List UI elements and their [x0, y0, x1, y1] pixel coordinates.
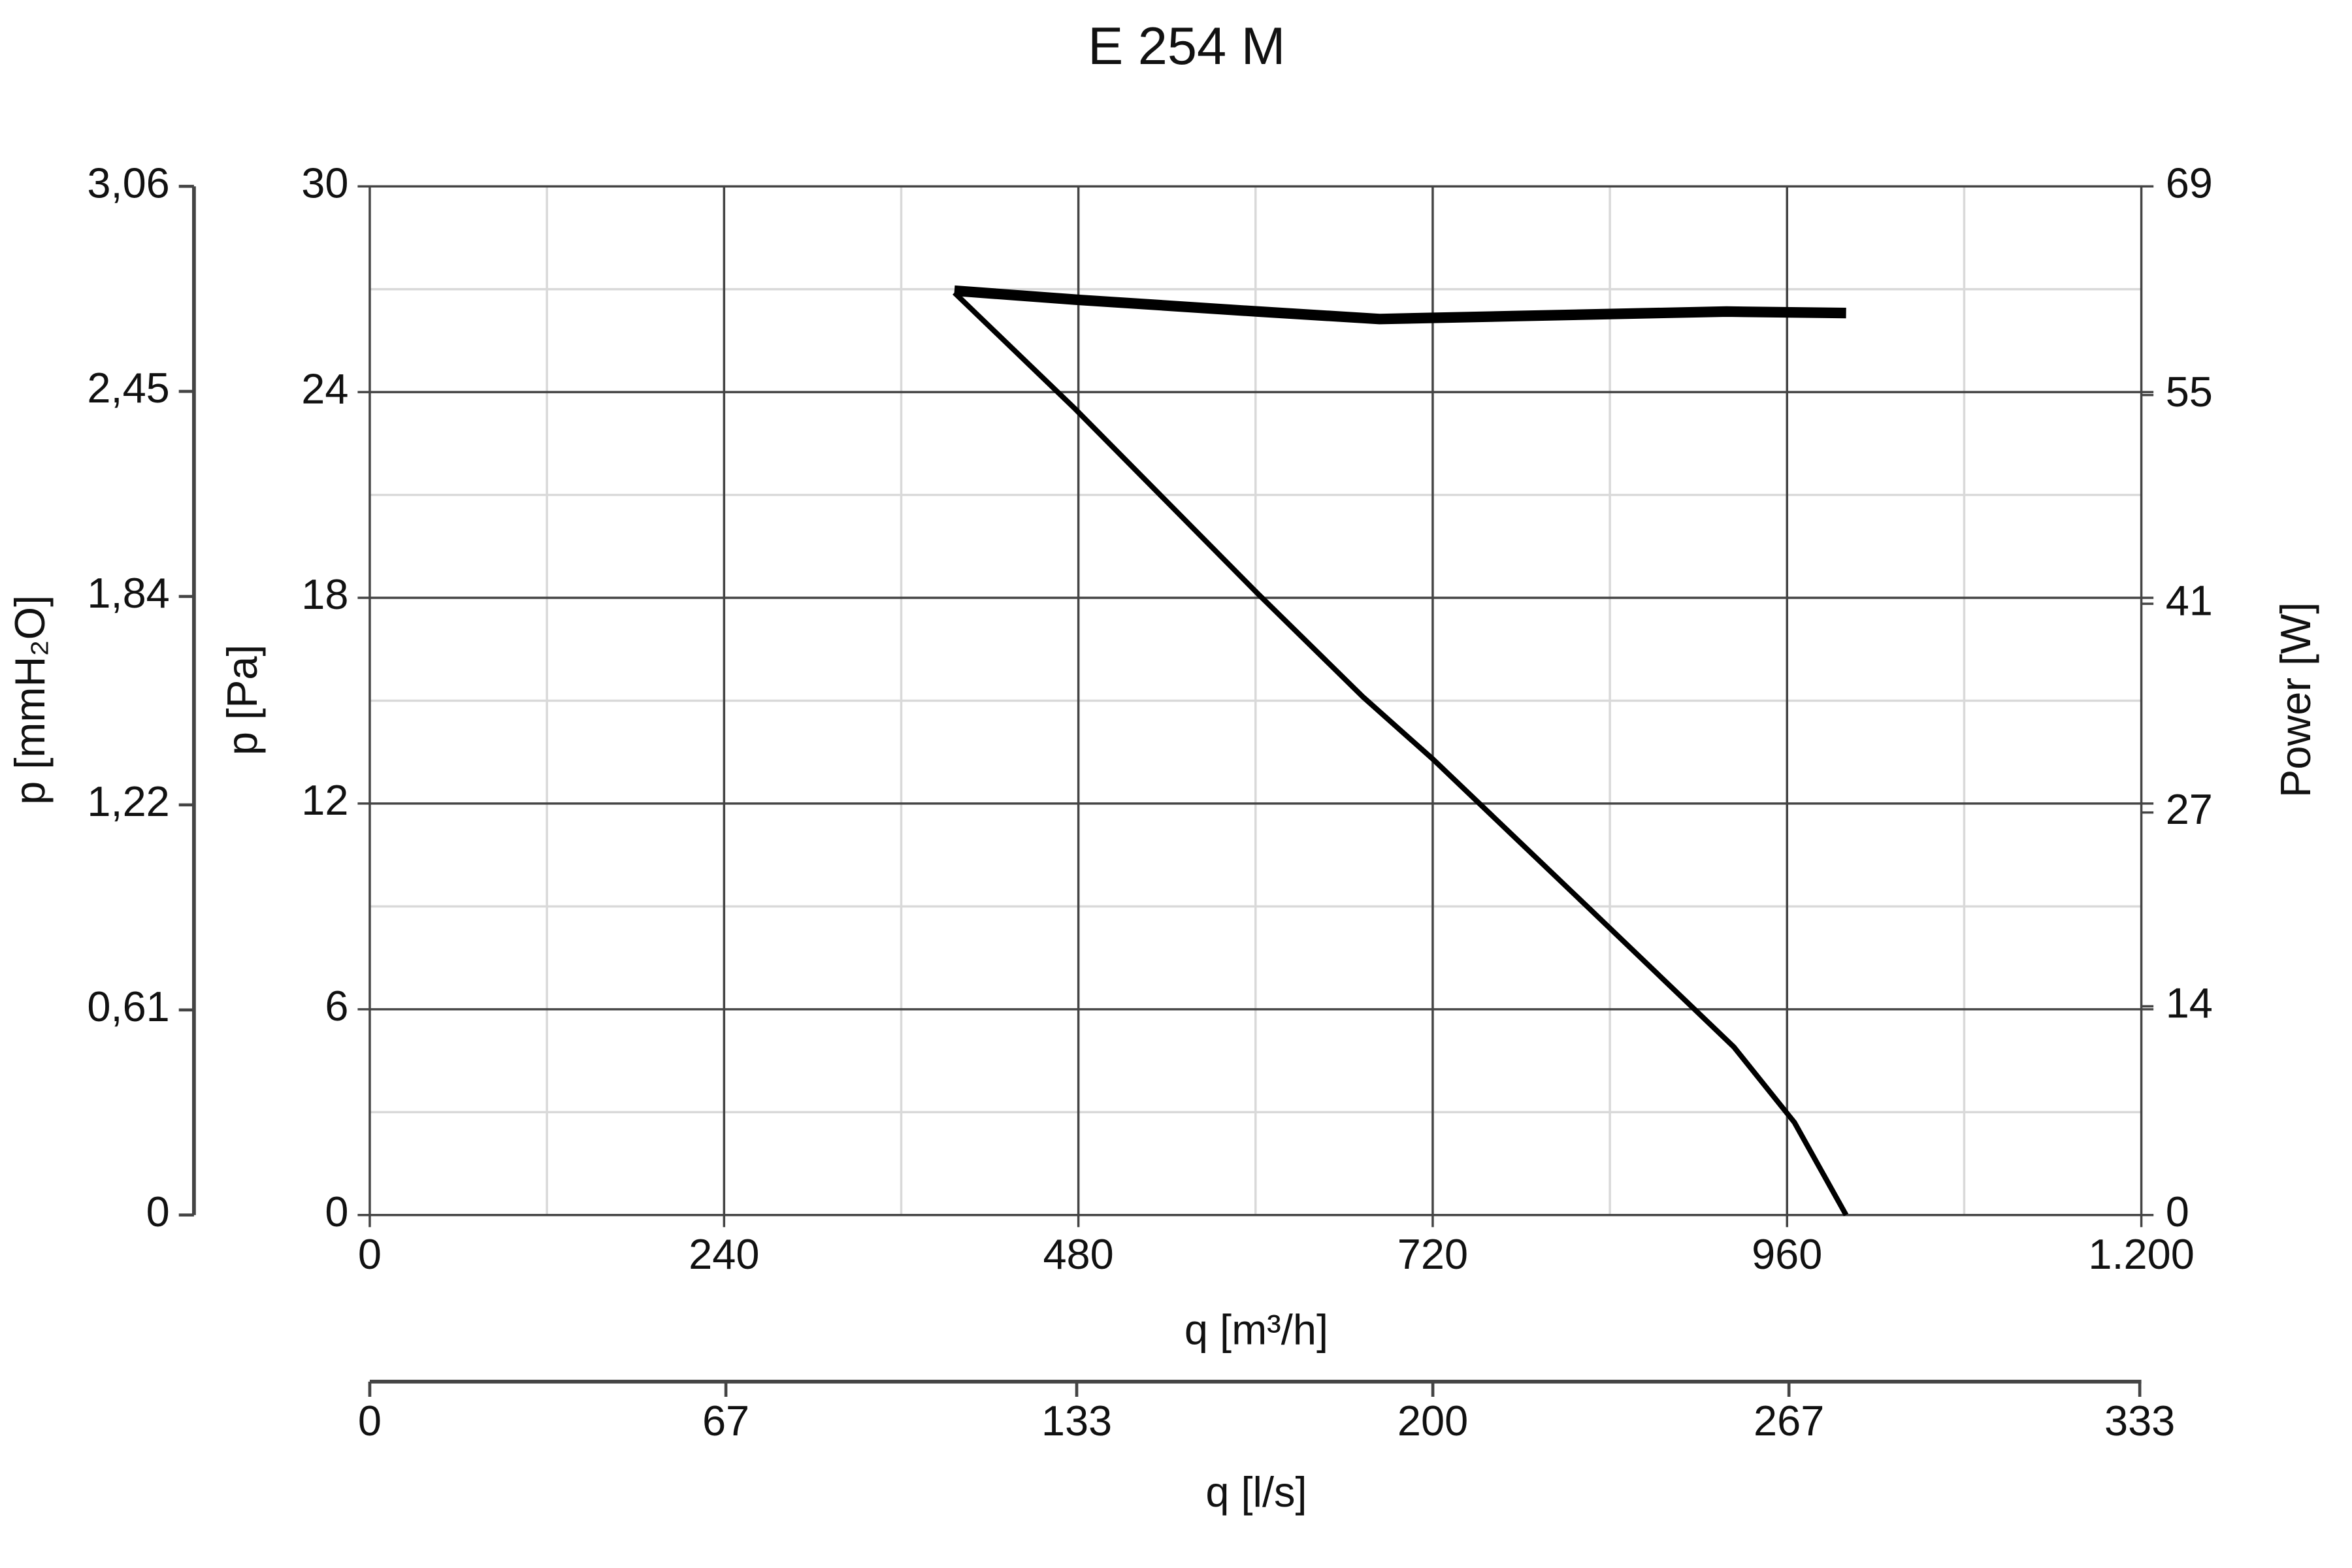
y3-tick-label: 0,61: [87, 983, 169, 1030]
y-tick-label: 6: [325, 982, 348, 1030]
y2-tick-label: 0: [2166, 1188, 2189, 1235]
x2-axis-label: q [l/s]: [1205, 1468, 1307, 1516]
y-axis-label: p [Pa]: [218, 644, 266, 755]
y2-tick-label: 41: [2166, 576, 2213, 624]
data-line: [954, 285, 1846, 325]
x2-tick-label: 0: [358, 1397, 382, 1445]
x-tick-label: 480: [1043, 1230, 1113, 1278]
chart-title: E 254 M: [1088, 17, 1285, 76]
x-tick-label: 1.200: [2088, 1230, 2194, 1278]
y-tick-label: 0: [325, 1188, 348, 1235]
y-tick-label: 12: [301, 776, 348, 824]
y3-tick-label: 1,22: [87, 777, 169, 825]
x2-tick-label: 133: [1041, 1397, 1112, 1445]
y3-tick-label: 1,84: [87, 569, 169, 617]
x2-tick-label: 333: [2104, 1397, 2175, 1445]
y3-tick-label: 2,45: [87, 364, 169, 412]
x-tick-label: 720: [1397, 1230, 1468, 1278]
x2-tick-label: 67: [702, 1397, 749, 1445]
y2-tick-label: 55: [2166, 368, 2213, 416]
y2-tick-label: 69: [2166, 159, 2213, 206]
y-tick-label: 18: [301, 570, 348, 618]
y2-tick-label: 14: [2166, 979, 2213, 1026]
x-tick-label: 960: [1752, 1230, 1822, 1278]
y3-axis-label: p [mmH₂O]: [6, 595, 54, 805]
y-tick-label: 30: [301, 159, 348, 206]
y2-tick-label: 27: [2166, 785, 2213, 833]
y3-tick-label: 3,06: [87, 159, 169, 206]
x2-tick-label: 200: [1397, 1397, 1468, 1445]
x-tick-label: 240: [689, 1230, 759, 1278]
y2-axis-label: Power [W]: [2272, 602, 2319, 798]
x-axis-label: q [m³/h]: [1184, 1306, 1328, 1354]
x-tick-label: 0: [358, 1230, 382, 1278]
y3-tick-label: 0: [146, 1188, 170, 1235]
x2-tick-label: 267: [1754, 1397, 1824, 1445]
y-tick-label: 24: [301, 365, 348, 412]
data-line: [952, 290, 1849, 1217]
